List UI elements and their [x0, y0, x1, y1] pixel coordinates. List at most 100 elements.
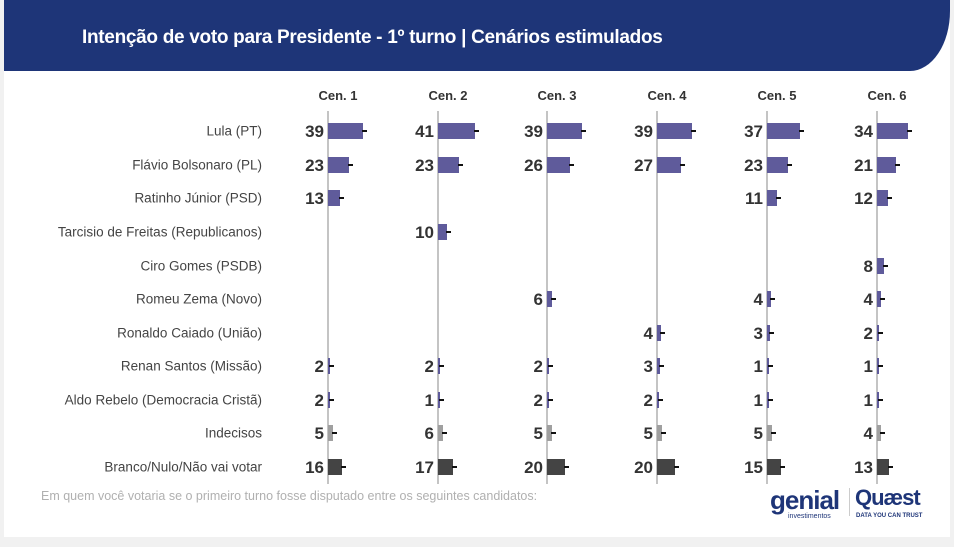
data-label: 11 [745, 189, 763, 208]
error-bar [446, 231, 451, 233]
data-label: 2 [643, 391, 653, 410]
error-bar [551, 298, 557, 300]
category-label: Romeu Zema (Novo) [135, 291, 262, 307]
error-bar [770, 432, 776, 434]
bar [657, 459, 675, 475]
error-bar [879, 432, 885, 434]
bar [438, 459, 454, 475]
bar [767, 459, 781, 475]
data-label: 21 [854, 156, 873, 175]
data-label: 2 [533, 391, 543, 410]
error-bar [564, 466, 569, 468]
error-bar [547, 399, 553, 401]
bar [767, 425, 772, 441]
data-label: 3 [753, 324, 763, 343]
data-label: 4 [643, 324, 653, 343]
question-note: Em quem você votaria se o primeiro turno… [41, 489, 538, 503]
error-bar [775, 197, 781, 199]
data-label: 5 [533, 424, 543, 443]
genial-logo-sub: investimentos [788, 513, 831, 520]
category-label: Lula (PT) [206, 123, 262, 139]
bar [438, 224, 447, 240]
data-label: 17 [415, 458, 434, 477]
bar [877, 157, 896, 173]
data-label: 41 [415, 122, 434, 141]
error-bar [767, 365, 773, 367]
bar [877, 425, 881, 441]
data-label: 1 [863, 357, 873, 376]
error-bar [877, 332, 883, 334]
category-label: Tarcisio de Freitas (Republicanos) [57, 224, 262, 240]
error-bar [657, 399, 663, 401]
error-bar [347, 164, 353, 166]
error-bar [328, 365, 334, 367]
data-label: 5 [643, 424, 653, 443]
data-label: 2 [863, 324, 873, 343]
bar [657, 157, 682, 173]
data-label: 39 [634, 122, 653, 141]
bar [767, 190, 777, 206]
error-bar [660, 432, 666, 434]
error-bar [886, 197, 892, 199]
error-bar [328, 399, 334, 401]
data-label: 2 [533, 357, 543, 376]
category-label: Ratinho Júnior (PSD) [134, 190, 262, 206]
bar [547, 291, 553, 307]
bar [328, 123, 364, 139]
category-label: Ciro Gomes (PSDB) [140, 258, 262, 274]
data-label: 1 [753, 357, 763, 376]
chart-title: Intenção de voto para Presidente - 1º tu… [82, 27, 663, 48]
data-label: 23 [305, 156, 324, 175]
data-label: 23 [744, 156, 763, 175]
data-label: 4 [863, 290, 873, 309]
error-bar [877, 399, 883, 401]
error-bar [894, 164, 900, 166]
data-label: 2 [424, 357, 434, 376]
data-label: 2 [314, 357, 324, 376]
genial-logo: genial investimentos [770, 485, 840, 520]
data-label: 4 [863, 424, 873, 443]
scenario-axis [327, 111, 329, 484]
error-bar [659, 332, 665, 334]
bar [877, 459, 889, 475]
data-label: 13 [854, 458, 873, 477]
error-bar [442, 432, 448, 434]
error-bar [658, 365, 664, 367]
bar [877, 291, 881, 307]
error-bar [786, 164, 792, 166]
error-bar [452, 466, 458, 468]
data-label: 6 [533, 290, 543, 309]
data-label: 3 [643, 357, 653, 376]
bar [657, 425, 662, 441]
category-label: Ronaldo Caiado (União) [117, 325, 262, 341]
bar [767, 123, 801, 139]
error-bar [331, 432, 337, 434]
bar [438, 157, 459, 173]
bar [547, 157, 571, 173]
error-bar [779, 466, 785, 468]
category-label: Branco/Nulo/Não vai votar [104, 459, 262, 475]
header-banner [4, 0, 950, 71]
quaest-logo-sub: DATA YOU CAN TRUST [856, 513, 923, 519]
data-label: 16 [305, 458, 324, 477]
quaest-logo: Quæst DATA YOU CAN TRUST [855, 485, 922, 519]
data-label: 39 [524, 122, 543, 141]
error-bar [799, 130, 805, 132]
category-label: Aldo Rebelo (Democracia Cristã) [64, 392, 262, 408]
bar [767, 291, 771, 307]
data-label: 20 [634, 458, 653, 477]
data-label: 26 [524, 156, 543, 175]
data-label: 10 [415, 223, 434, 242]
quaest-logo-text: Quæst [855, 485, 921, 510]
scenario-header: Cen. 6 [867, 88, 907, 103]
scenario-header: Cen. 3 [537, 88, 577, 103]
bar [657, 123, 693, 139]
data-label: 8 [863, 257, 873, 276]
error-bar [362, 130, 368, 132]
data-label: 2 [314, 391, 324, 410]
data-label: 27 [634, 156, 653, 175]
error-bar [473, 130, 479, 132]
bar [877, 258, 885, 274]
data-label: 37 [744, 122, 763, 141]
error-bar [438, 399, 444, 401]
